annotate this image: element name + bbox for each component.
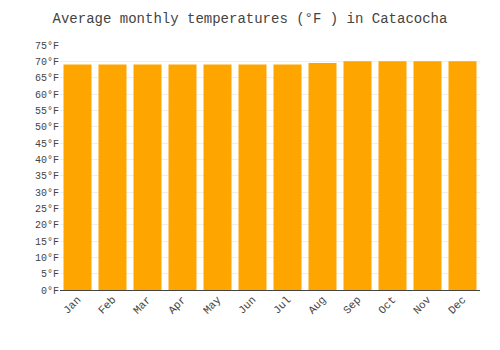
svg-text:35°F: 35°F (35, 171, 59, 182)
svg-text:60°F: 60°F (35, 90, 59, 101)
svg-text:May: May (201, 294, 224, 317)
svg-text:30°F: 30°F (35, 188, 59, 199)
svg-text:Jan: Jan (61, 294, 83, 316)
svg-text:5°F: 5°F (41, 269, 59, 280)
svg-text:Apr: Apr (166, 294, 188, 316)
svg-text:Nov: Nov (411, 294, 434, 317)
svg-text:40°F: 40°F (35, 155, 59, 166)
svg-text:15°F: 15°F (35, 237, 59, 248)
svg-text:Jul: Jul (271, 294, 293, 316)
svg-text:Dec: Dec (446, 294, 468, 316)
svg-text:Sep: Sep (341, 294, 363, 316)
svg-text:65°F: 65°F (35, 73, 59, 84)
svg-text:Feb: Feb (96, 294, 118, 316)
svg-text:0°F: 0°F (41, 286, 59, 297)
svg-text:Jun: Jun (236, 294, 258, 316)
svg-text:Oct: Oct (376, 294, 398, 316)
svg-text:25°F: 25°F (35, 204, 59, 215)
svg-text:Aug: Aug (306, 294, 328, 316)
svg-text:Average monthly temperatures (: Average monthly temperatures (°F ) in Ca… (53, 11, 448, 27)
svg-text:55°F: 55°F (35, 106, 59, 117)
svg-text:50°F: 50°F (35, 122, 59, 133)
svg-text:Mar: Mar (131, 294, 153, 316)
svg-text:10°F: 10°F (35, 253, 59, 264)
svg-text:75°F: 75°F (35, 41, 59, 52)
svg-text:20°F: 20°F (35, 220, 59, 231)
svg-text:45°F: 45°F (35, 139, 59, 150)
svg-text:70°F: 70°F (35, 57, 59, 68)
